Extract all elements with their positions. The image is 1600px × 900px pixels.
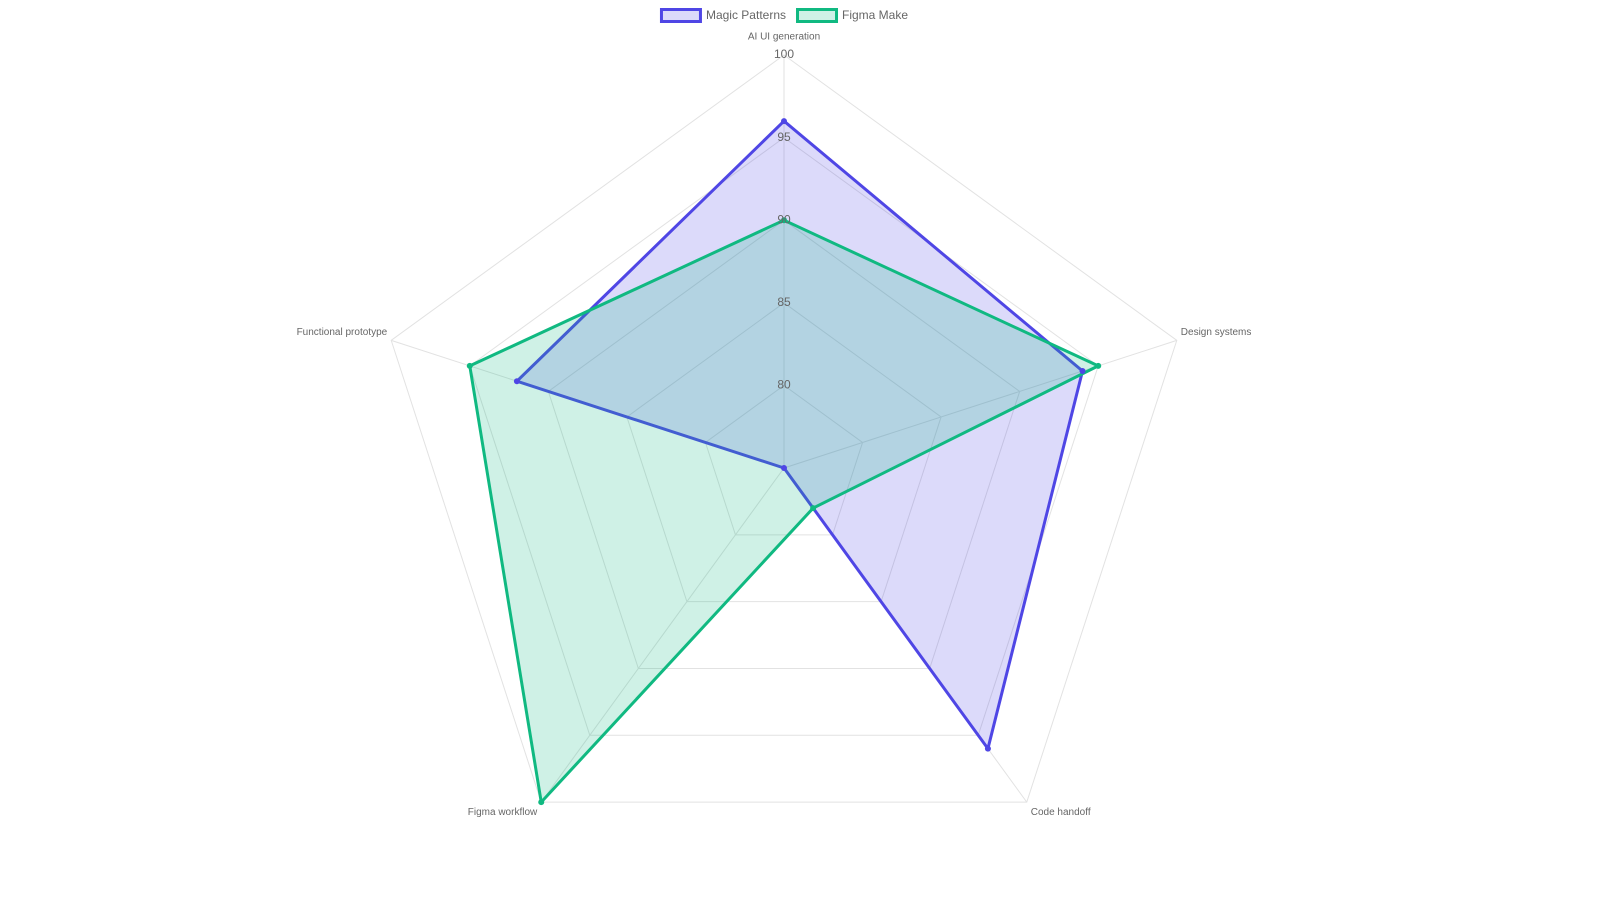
- data-point: [1079, 368, 1086, 375]
- data-point: [810, 505, 817, 512]
- legend: Magic Patterns Figma Make: [659, 8, 908, 23]
- grid-ring: [469, 136, 1099, 736]
- axis-label: Code handoff: [1031, 807, 1091, 818]
- data-point: [1095, 362, 1102, 369]
- data-point: [538, 799, 545, 806]
- spoke: [540, 467, 785, 803]
- r-tick-label: 85: [777, 295, 791, 309]
- spoke: [783, 339, 1177, 469]
- r-tick-label: 95: [777, 130, 791, 144]
- data-point: [466, 362, 473, 369]
- data-point: [513, 378, 520, 385]
- r-tick-label: 100: [774, 47, 794, 61]
- legend-label: Figma Make: [842, 8, 908, 22]
- legend-swatch: [796, 8, 839, 23]
- axis-label: AI UI generation: [748, 32, 820, 43]
- axis-label: Figma workflow: [468, 807, 538, 818]
- grid-ring: [390, 54, 1178, 803]
- axis-label: Design systems: [1181, 327, 1252, 338]
- r-tick-label: 80: [777, 378, 791, 392]
- data-point: [984, 745, 991, 752]
- r-tick-label: 90: [777, 212, 791, 226]
- legend-label: Magic Patterns: [706, 8, 786, 22]
- grid-ring: [626, 302, 942, 603]
- data-point: [781, 217, 787, 224]
- grid-ring: [704, 384, 864, 536]
- data-point: [781, 118, 787, 125]
- series-area: [468, 218, 1100, 804]
- legend-swatch: [659, 8, 702, 23]
- axis-label: Functional prototype: [297, 327, 388, 338]
- grid-ring: [547, 219, 1021, 669]
- data-point: [781, 465, 787, 471]
